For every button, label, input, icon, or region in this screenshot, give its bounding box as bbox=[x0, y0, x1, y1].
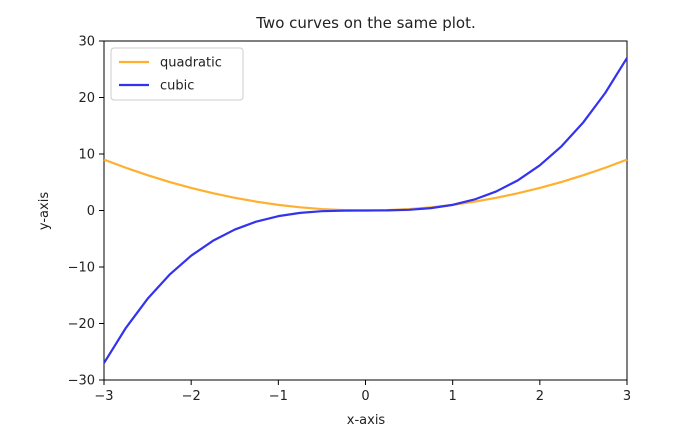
x-tick-label: −2 bbox=[182, 389, 201, 404]
legend-label-quadratic: quadratic bbox=[160, 56, 222, 71]
series-layer bbox=[103, 57, 628, 364]
x-tick-label: 2 bbox=[536, 389, 544, 404]
y-tick-label: −10 bbox=[68, 261, 95, 276]
x-tick-label: 3 bbox=[623, 389, 631, 404]
y-axis-ticks: −30 −20 −10 0 10 20 30 bbox=[68, 35, 104, 389]
series-line-quadratic bbox=[103, 158, 628, 212]
y-tick-label: 20 bbox=[78, 91, 95, 106]
y-tick-label: −20 bbox=[68, 317, 95, 332]
y-tick-label: 0 bbox=[87, 204, 95, 219]
y-tick-label: 30 bbox=[78, 35, 95, 50]
series-line-cubic bbox=[103, 57, 628, 364]
x-tick-label: −3 bbox=[94, 389, 113, 404]
x-axis-ticks: −3 −2 −1 0 1 2 3 bbox=[94, 380, 631, 404]
x-axis-label: x-axis bbox=[347, 413, 386, 428]
x-tick-label: 1 bbox=[449, 389, 457, 404]
x-tick-label: 0 bbox=[361, 389, 369, 404]
y-axis-label: y-axis bbox=[37, 192, 52, 230]
legend-label-cubic: cubic bbox=[160, 79, 194, 94]
chart-title: Two curves on the same plot. bbox=[255, 14, 475, 32]
y-tick-label: 10 bbox=[78, 148, 95, 163]
y-tick-label: −30 bbox=[68, 374, 95, 389]
x-tick-label: −1 bbox=[269, 389, 288, 404]
legend: quadratic cubic bbox=[110, 47, 244, 101]
